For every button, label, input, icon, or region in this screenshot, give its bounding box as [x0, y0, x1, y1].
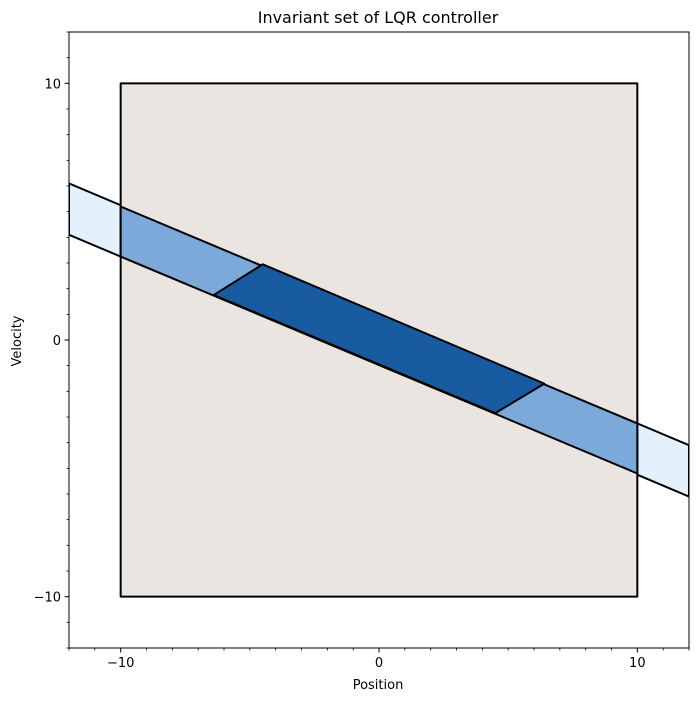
y-tick-label: 10 — [44, 77, 61, 92]
y-tick-label: −10 — [34, 591, 61, 606]
x-axis-label: Position — [353, 678, 404, 693]
x-tick-label: 0 — [375, 656, 383, 671]
y-tick-label: 0 — [53, 334, 61, 349]
regions-layer — [69, 82, 689, 598]
y-axis-label: Velocity — [10, 315, 25, 366]
x-tick-label: 10 — [629, 656, 646, 671]
x-tick-label: −10 — [107, 656, 134, 671]
chart-title: Invariant set of LQR controller — [258, 8, 499, 27]
ticks-layer: −10 0 10 −10 0 10 — [34, 31, 690, 671]
region-polygon-3 — [212, 263, 546, 415]
